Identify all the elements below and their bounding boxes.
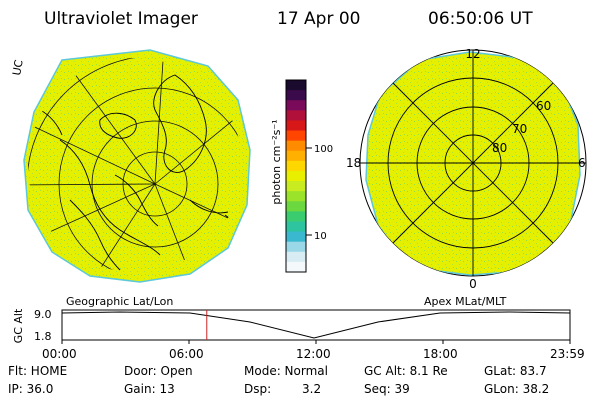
colorbar-segment [286,170,306,182]
mlat-label-80: 80 [492,141,507,155]
info-glat: GLat: 83.7 [484,364,547,378]
left-aurora-fill [23,49,251,283]
mlt-label-12: 12 [465,47,480,61]
mlat-label-60: 60 [536,99,551,113]
colorbar-segment [286,100,306,111]
colorbar-unit-label: photon cm⁻²s⁻¹ [270,119,283,204]
colorbar-segment [286,130,306,142]
info-dsp-value: 3.2 [302,382,322,396]
colorbar-segment [286,181,306,192]
colorbar-segment [286,231,306,243]
altitude-xtick-1: 06:00 [169,347,204,361]
colorbar-tick-label-10: 10 [314,231,327,242]
mlat-label-70: 70 [512,122,527,136]
right-panel-label: Apex MLat/MLT [424,295,507,308]
altitude-ytick-low: 1.8 [34,330,52,343]
colorbar-segment [286,90,306,101]
colorbar-segment [286,221,306,233]
altitude-plot-frame [61,309,571,341]
header-date: 17 Apr 00 [277,9,361,29]
colorbar-segment [286,201,306,212]
altitude-ylabel: GC Alt [12,308,25,343]
mlt-label-0: 0 [469,277,477,291]
altitude-plot [61,309,571,344]
corner-mark: UC [10,58,26,76]
left-panel-label: Geographic Lat/Lon [66,295,174,308]
info-gcalt: GC Alt: 8.1 Re [364,364,448,378]
colorbar-segment [286,261,306,273]
info-dsp-label: Dsp: [244,382,272,396]
colorbar-segment [286,241,306,253]
colorbar-tick-label-100: 100 [314,144,333,155]
colorbar-segment [286,191,306,202]
mlt-label-18: 18 [346,156,361,170]
colorbar [285,79,307,273]
altitude-xtick-4: 23:59 [550,347,585,361]
info-glon: GLon: 38.2 [484,382,550,396]
geographic-map [23,49,251,283]
mlat-mlt-map: 12 18 6 0 60 70 80 [346,47,587,291]
colorbar-frame [285,79,307,273]
colorbar-segment [286,120,306,132]
mlt-grid [360,50,586,276]
info-ip: IP: 36.0 [8,382,54,396]
info-gain: Gain: 13 [124,382,175,396]
info-mode: Mode: Normal [244,364,328,378]
altitude-xtick-2: 12:00 [296,347,331,361]
colorbar-segment [286,150,306,162]
info-flt: Flt: HOME [8,364,68,378]
colorbar-segment [286,251,306,263]
mlt-label-6: 6 [578,156,586,170]
app-title: Ultraviolet Imager [44,9,198,29]
header-time: 06:50:06 UT [428,9,533,29]
altitude-ytick-high: 9.0 [34,308,52,321]
altitude-xtick-0: 00:00 [42,347,77,361]
colorbar-segment [286,160,306,172]
colorbar-segment [286,110,306,121]
altitude-xtick-3: 18:00 [423,347,458,361]
colorbar-segment [286,80,306,91]
info-seq: Seq: 39 [364,382,410,396]
colorbar-segment [286,140,306,152]
altitude-curve [61,311,571,339]
info-door: Door: Open [124,364,193,378]
colorbar-segment [286,211,306,222]
